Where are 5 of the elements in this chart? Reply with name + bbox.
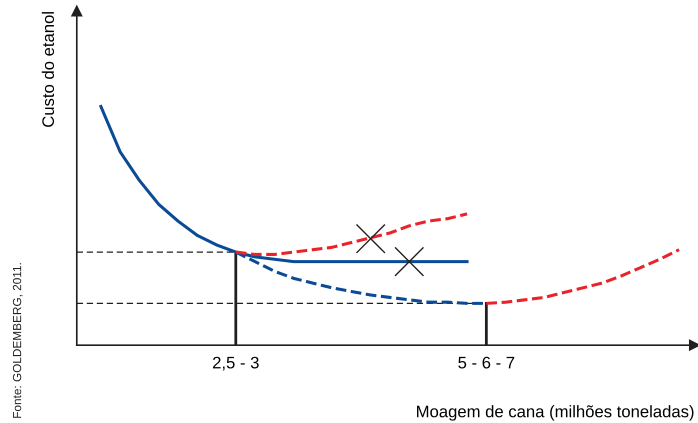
x-axis-title: Moagem de cana (milhões toneladas) xyxy=(417,405,694,421)
x-tick-label: 2,5 - 3 xyxy=(213,356,259,370)
y-axis-title: Custo do etanol xyxy=(42,12,54,127)
source-note: Fonte: GOLDEMBERG, 2011. xyxy=(12,263,23,418)
x-tick-label: 5 - 6 - 7 xyxy=(458,356,514,369)
